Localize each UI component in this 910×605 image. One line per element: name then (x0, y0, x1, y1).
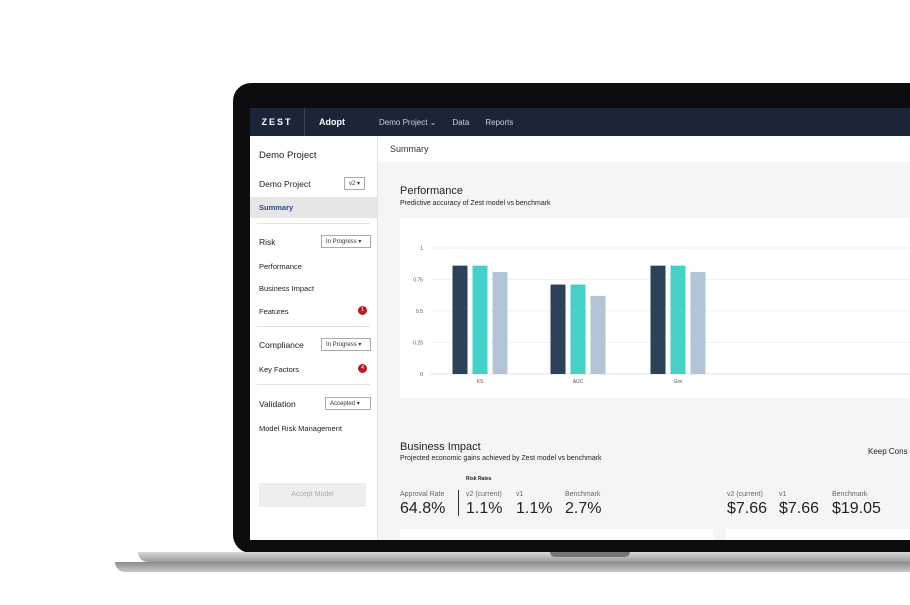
chart-panel-right (726, 529, 910, 540)
app-name[interactable]: Adopt (319, 117, 345, 127)
rates-metric: v2 (current) 1.1% (466, 491, 502, 518)
sidebar-item-business-impact[interactable]: Business Impact (259, 284, 315, 293)
laptop-base (138, 552, 910, 562)
risk-heading: Risk (259, 237, 276, 247)
laptop-base-edge (115, 562, 910, 572)
rates-metric: v1 1.1% (516, 491, 552, 518)
y-tick-label: 1 (420, 246, 423, 252)
risk-rates-label: Risk Rates (466, 476, 492, 482)
laptop-notch (550, 552, 630, 557)
metric-label: v2 (current) (727, 491, 763, 498)
features-badge: 1 (358, 306, 367, 315)
divider (458, 490, 459, 516)
divider (257, 326, 370, 327)
divider (257, 223, 370, 224)
risk-status-select[interactable]: In Progress ▾ (321, 235, 371, 248)
performance-title: Performance (400, 185, 463, 197)
metric-label: Approval Rate (400, 491, 445, 498)
bar-gini-2 (690, 271, 706, 374)
validation-heading: Validation (259, 399, 296, 409)
metric-label: v2 (current) (466, 491, 502, 498)
bar-gini-0 (650, 265, 666, 374)
metric-value: $19.05 (832, 500, 881, 517)
top-bar: ZEST Adopt Demo Project ⌄ Data Reports (250, 108, 910, 136)
business-impact-title: Business Impact (400, 441, 481, 453)
select-value: v2 (349, 181, 356, 187)
nav-reports[interactable]: Reports (485, 117, 514, 127)
zest-logo[interactable]: ZEST (250, 108, 305, 136)
metric-value: 2.7% (565, 500, 602, 517)
metric-label: v1 (779, 491, 787, 498)
metric-label: v1 (516, 491, 524, 498)
sidebar-item-performance[interactable]: Performance (259, 262, 302, 271)
metric-label: Benchmark (565, 491, 601, 498)
breadcrumb: Summary (378, 136, 910, 162)
select-value: In Progress (326, 239, 357, 245)
chart-panel-left (400, 529, 713, 540)
metric-value: $7.66 (727, 500, 768, 517)
y-tick-label: 0 (420, 372, 423, 378)
sidebar-item-features[interactable]: Features (259, 307, 289, 316)
sidebar-item-model-risk-management[interactable]: Model Risk Management (259, 424, 342, 433)
approval-rate-metric: Approval Rate 64.8% (400, 491, 445, 518)
nav-label: Demo Project (379, 117, 428, 127)
x-tick-label: AUC (573, 379, 584, 385)
metric-label: Benchmark (832, 491, 868, 498)
metric-value: 1.1% (516, 500, 553, 517)
x-tick-label: KS (477, 379, 484, 385)
accept-model-button[interactable]: Accept Model (259, 483, 366, 507)
compliance-heading: Compliance (259, 340, 304, 350)
y-tick-label: 0.25 (413, 341, 423, 347)
divider (257, 384, 370, 385)
x-tick-label: Gini (674, 379, 683, 385)
project-label: Demo Project (259, 179, 311, 189)
nav-demo-project[interactable]: Demo Project ⌄ (379, 118, 436, 127)
money-metric: v2 (current) $7.66 (727, 491, 767, 518)
sidebar-item-key-factors[interactable]: Key Factors (259, 365, 300, 374)
metric-value: 1.1% (466, 500, 503, 517)
rates-metric: Benchmark 2.7% (565, 491, 601, 518)
bar-gini-1 (670, 265, 686, 374)
compliance-status-select[interactable]: In Progress ▾ (321, 338, 371, 351)
bar-auc-0 (550, 284, 566, 374)
bar-ks-2 (492, 271, 508, 374)
metric-value: $7.66 (779, 500, 820, 517)
select-value: In Progress (326, 342, 357, 348)
validation-status-select[interactable]: Accepted ▾ (325, 397, 371, 410)
app-screen: ZEST Adopt Demo Project ⌄ Data Reports D… (250, 108, 910, 540)
main-content: Summary Performance Predictive accuracy … (378, 136, 910, 540)
metric-value: 64.8% (400, 500, 446, 517)
bar-ks-1 (472, 265, 488, 374)
performance-subtitle: Predictive accuracy of Zest model vs ben… (400, 200, 551, 207)
bar-ks-0 (452, 265, 468, 374)
sidebar: Demo Project Demo Project v2 ▾ Summary R… (250, 136, 378, 540)
business-impact-subtitle: Projected economic gains achieved by Zes… (400, 455, 602, 462)
keep-constant-toggle[interactable]: Keep Cons (868, 447, 908, 456)
select-value: Accepted (330, 401, 356, 407)
performance-chart-panel: 0 0.25 0.5 0.75 1 KS AUC Gini (400, 218, 910, 398)
sidebar-item-summary[interactable]: Summary (250, 197, 377, 218)
money-metric: Benchmark $19.05 (832, 491, 881, 518)
version-select[interactable]: v2 ▾ (344, 177, 366, 190)
money-metric: v1 $7.66 (779, 491, 819, 518)
bar-auc-2 (590, 295, 606, 374)
y-tick-label: 0.75 (413, 278, 423, 284)
sidebar-title: Demo Project (259, 150, 317, 161)
key-factors-badge: 4 (358, 364, 367, 373)
bar-auc-1 (570, 284, 586, 374)
chevron-down-icon: ⌄ (429, 117, 437, 127)
y-tick-label: 0.5 (416, 309, 423, 315)
performance-chart: 0 0.25 0.5 0.75 1 KS AUC Gini (413, 246, 910, 385)
summary-label: Summary (259, 203, 294, 212)
nav-data[interactable]: Data (452, 117, 470, 127)
